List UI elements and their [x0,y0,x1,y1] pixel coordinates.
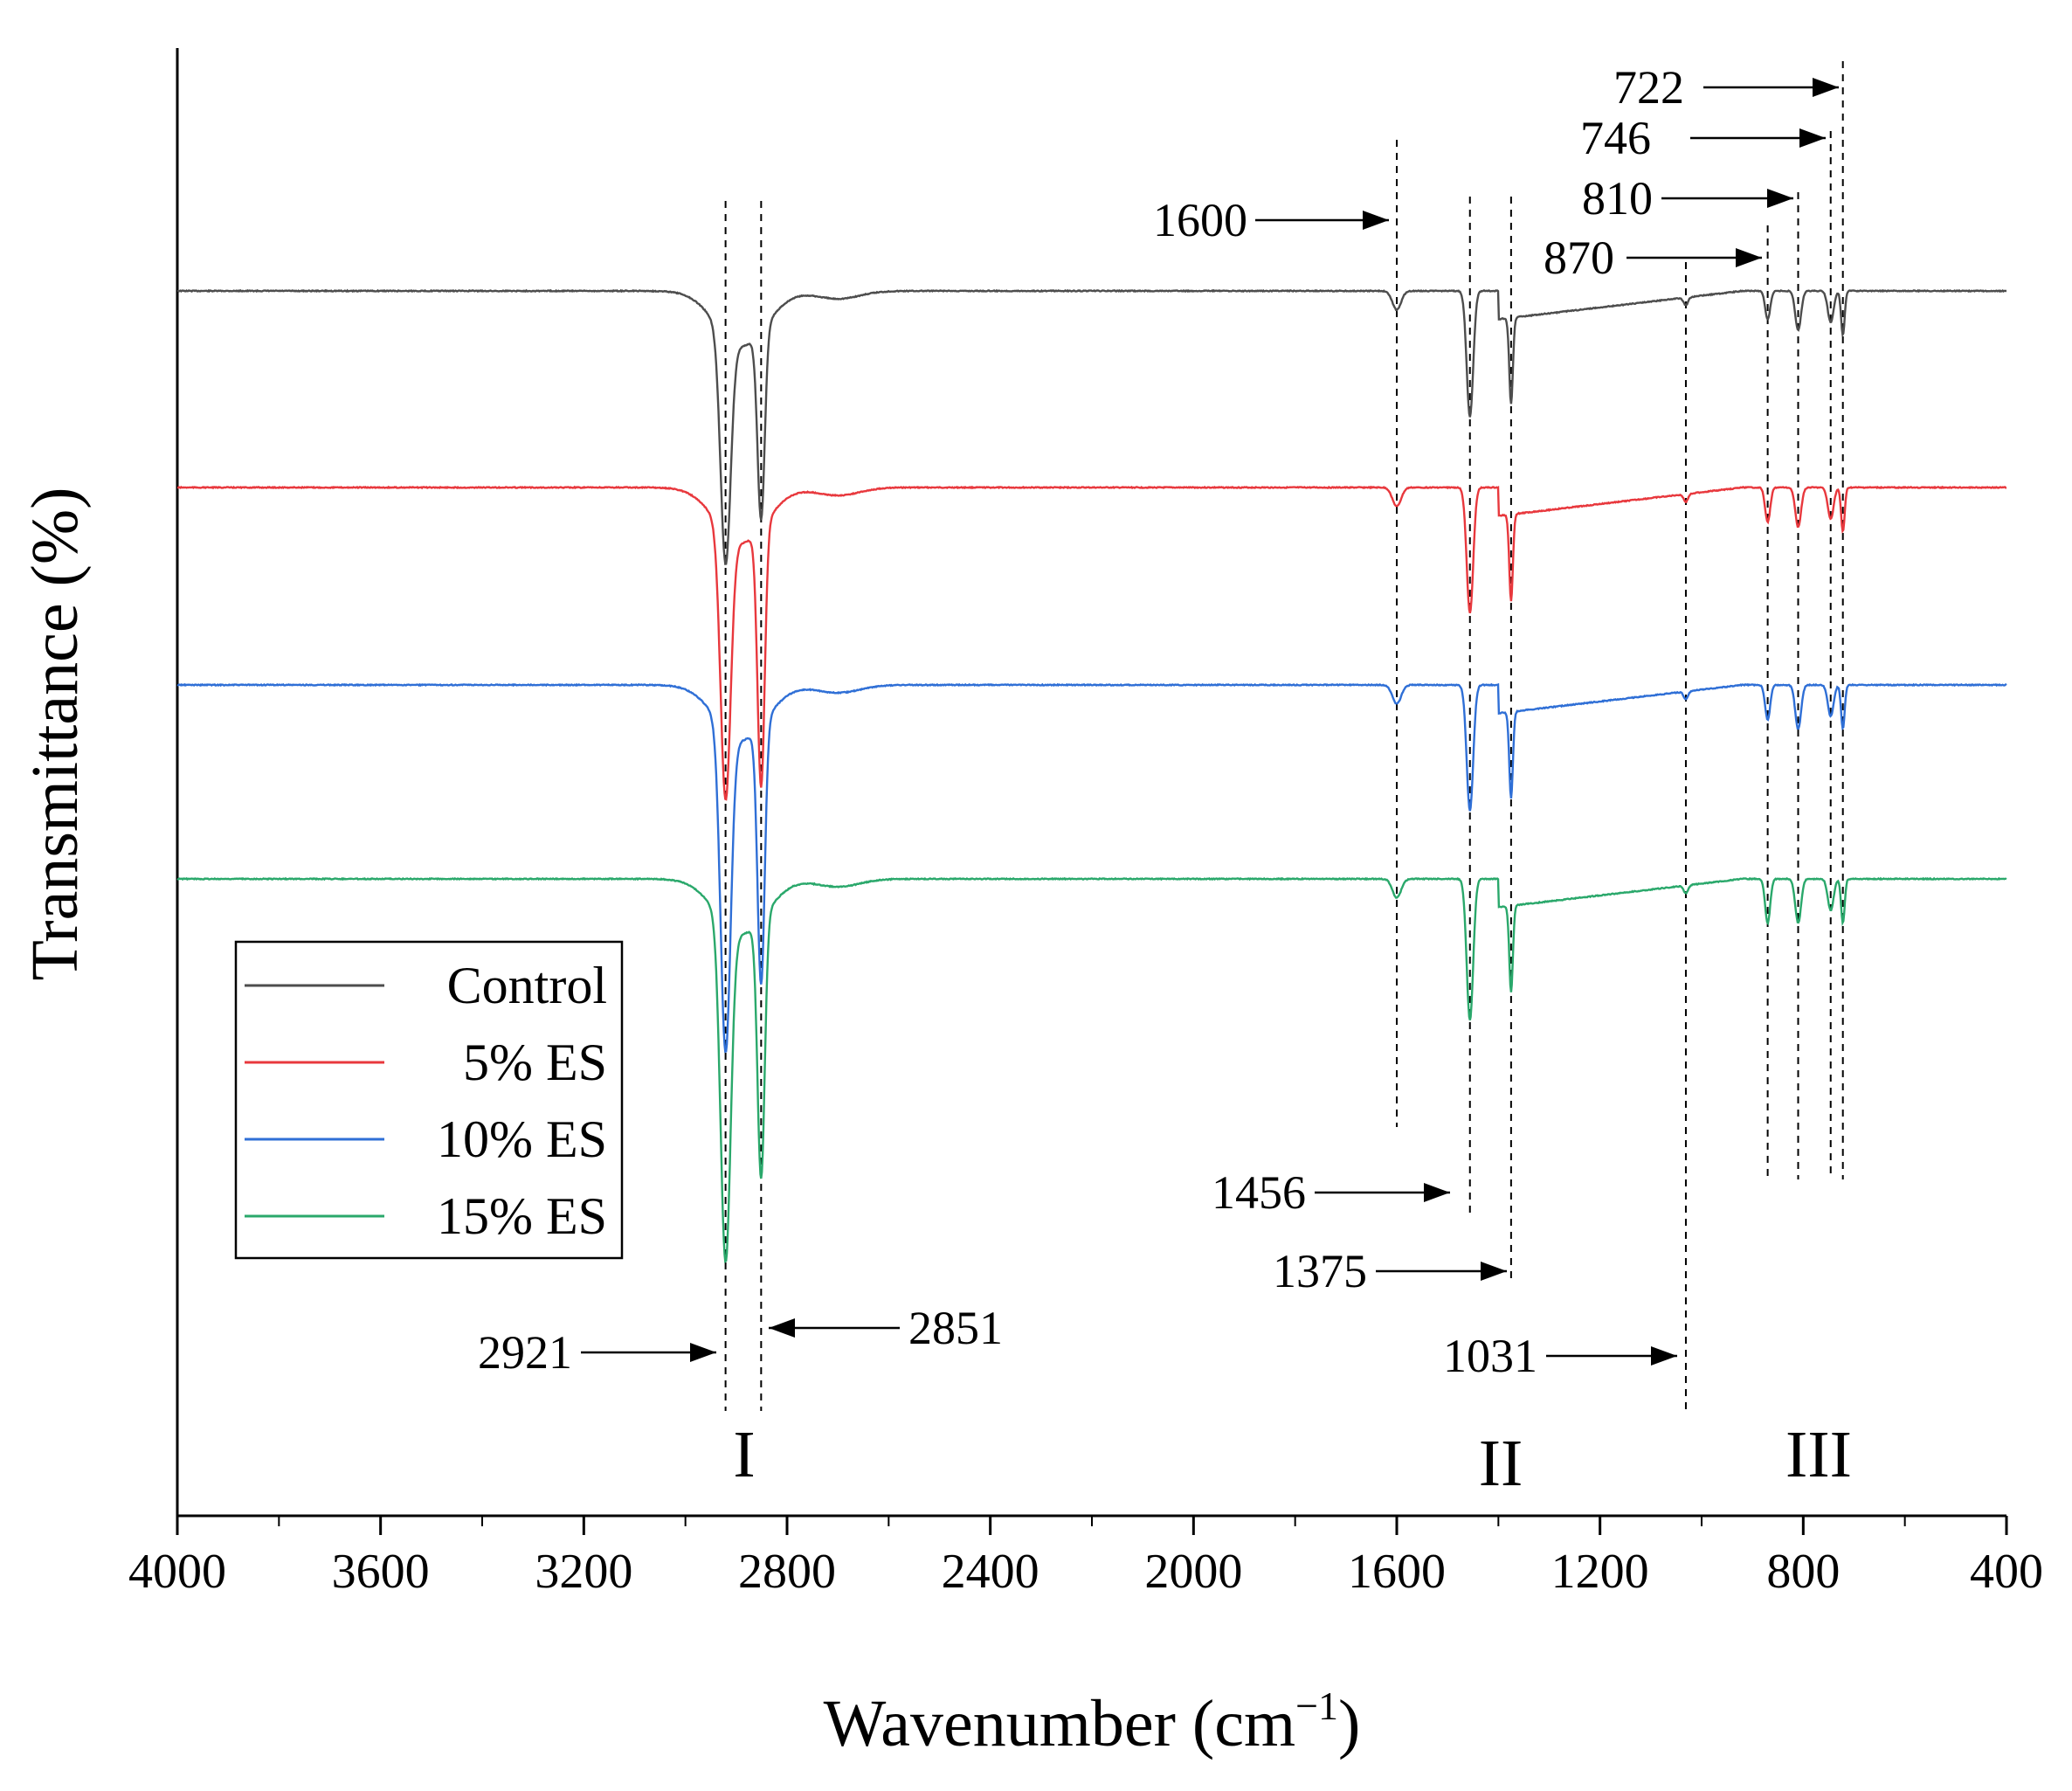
peak-label-1456: 1456 [1212,1166,1306,1219]
legend-label: 15% ES [437,1187,607,1245]
x-tick-label: 1600 [1348,1545,1446,1599]
plot-frame [176,48,2006,1518]
x-tick-label: 1200 [1551,1545,1649,1599]
peak-arrowhead-2921 [690,1343,716,1362]
peak-arrowhead-2851 [769,1318,795,1338]
legend: Control 5% ES 10% ES 15% ES [234,940,624,1260]
legend-label: Control [447,957,607,1014]
series-layer [176,288,2007,1264]
x-tick-label: 2000 [1144,1545,1242,1599]
peak-label-1375: 1375 [1273,1245,1367,1297]
peak-label-810: 810 [1582,172,1653,225]
series-line-5-es [176,485,2007,801]
x-tick-label: 800 [1766,1545,1840,1599]
peak-arrowhead-1375 [1481,1262,1507,1281]
reference-lines [724,61,1844,1411]
legend-label: 10% ES [437,1110,607,1168]
x-tick-label: 3200 [535,1545,632,1599]
x-axis-label: Wavenumber (cm−1) [824,1684,1361,1760]
x-tick-label: 3600 [332,1545,430,1599]
peak-label-870: 870 [1544,232,1614,284]
peak-label-1600: 1600 [1153,194,1247,246]
x-tick-label: 2800 [738,1545,836,1599]
series-line-control [176,288,2006,565]
series-line-15-es [176,876,2007,1264]
peak-arrowhead-810 [1767,189,1793,208]
peak-arrowhead-746 [1799,128,1826,148]
peak-arrowhead-1456 [1424,1183,1450,1202]
legend-label: 5% ES [463,1034,607,1091]
peak-arrowhead-1031 [1651,1346,1677,1366]
x-tick-label: 400 [1970,1545,2043,1599]
peak-label-722: 722 [1613,61,1684,114]
peak-label-2851: 2851 [908,1302,1003,1354]
series-line-10-es [176,682,2007,1054]
legend-box [234,940,624,1260]
x-tick-label: 2400 [942,1545,1039,1599]
region-label-III: III [1785,1418,1852,1491]
peak-arrowhead-722 [1813,78,1839,97]
region-label-II: II [1479,1427,1523,1500]
peak-label-2921: 2921 [478,1326,572,1379]
y-axis-label: Transmittance (%) [18,488,92,981]
peak-label-746: 746 [1580,112,1651,164]
peak-label-1031: 1031 [1443,1330,1537,1382]
peak-arrowhead-870 [1736,248,1762,267]
region-label-I: I [733,1418,755,1491]
peak-arrowhead-1600 [1363,211,1389,230]
x-tick-label: 4000 [128,1545,226,1599]
x-axis: 4000 3600 3200 2800 2400 2000 1600 1200 800 400 [128,1516,2043,1599]
